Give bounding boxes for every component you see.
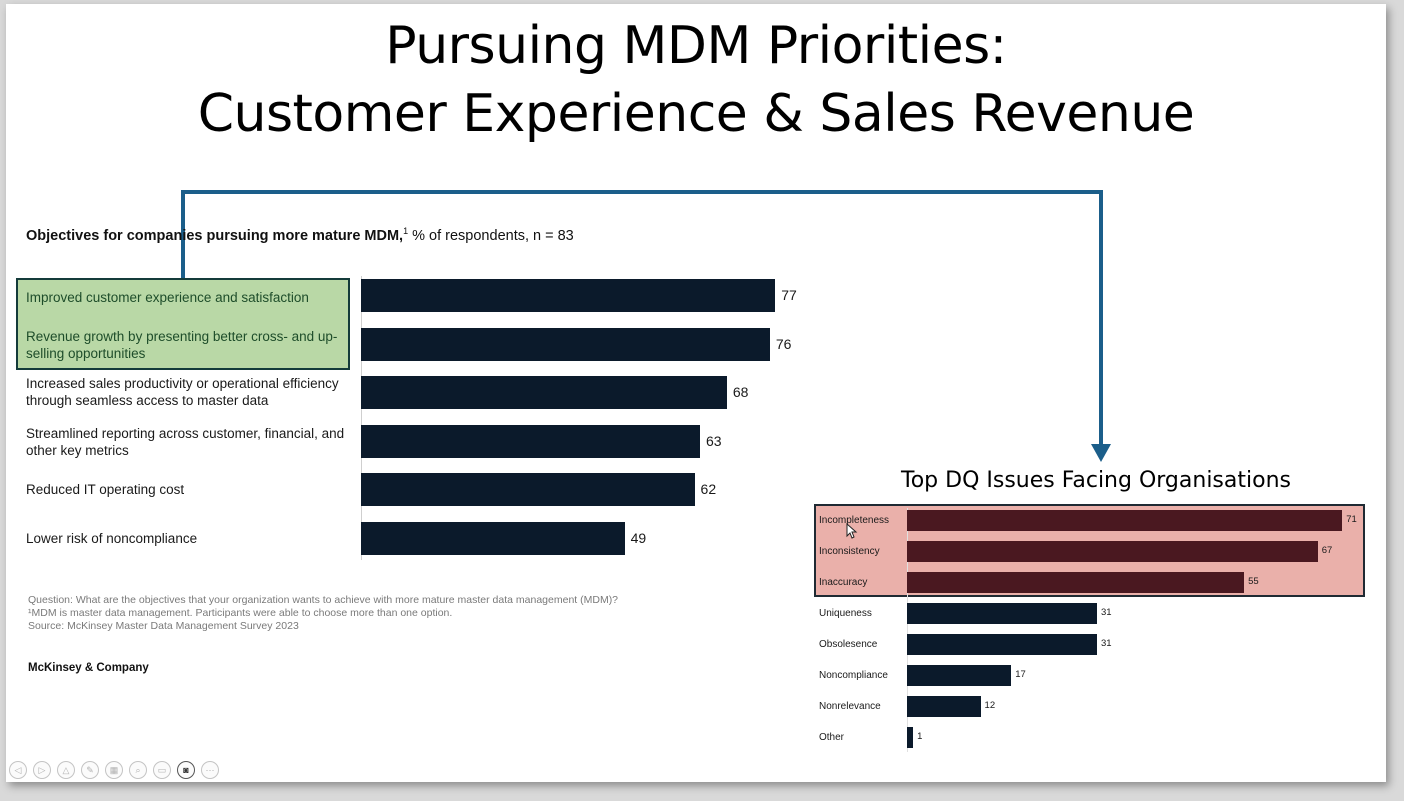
- slide-title-line-2: Customer Experience & Sales Revenue: [197, 84, 1195, 144]
- dq-category-label: Inconsistency: [819, 546, 880, 557]
- dq-category-label: Uniqueness: [819, 608, 872, 619]
- dq-bar: [907, 696, 981, 717]
- objectives-bar: [361, 279, 776, 312]
- mouse-cursor-icon: [846, 523, 858, 539]
- objectives-category-label: Lower risk of noncompliance: [26, 531, 198, 546]
- zoom-icon[interactable]: ⌕: [129, 761, 147, 779]
- dq-value-label: 12: [984, 700, 996, 711]
- footnote-question: Question: What are the objectives that y…: [28, 594, 619, 606]
- dq-bar: [907, 727, 914, 748]
- objectives-category-label: Reduced IT operating cost: [26, 482, 185, 497]
- objectives-bar: [361, 376, 727, 409]
- camera-icon[interactable]: ◙: [177, 761, 195, 779]
- subtitles-icon[interactable]: ▭: [153, 761, 171, 779]
- dq-category-label: Noncompliance: [819, 670, 888, 681]
- connector-horizontal: [181, 190, 1103, 194]
- brand-label: McKinsey & Company: [28, 662, 149, 674]
- objectives-bar: [361, 424, 700, 458]
- dq-category-label: Other: [819, 732, 845, 743]
- pen-icon[interactable]: ✎: [81, 761, 99, 779]
- objectives-bar: [361, 521, 625, 555]
- objectives-bar: [361, 473, 695, 506]
- subtitle-footnote-mark: 1: [403, 226, 409, 236]
- dq-category-label: Inaccuracy: [819, 577, 868, 588]
- highlight-box-green: [16, 278, 350, 370]
- next-icon[interactable]: ▷: [33, 761, 51, 779]
- objectives-bar: [361, 327, 770, 361]
- connector-arrowhead-icon: [1091, 444, 1111, 462]
- dq-category-label: Incompleteness: [819, 515, 890, 526]
- dq-value-label: 67: [1321, 545, 1333, 556]
- objectives-value-label: 76: [775, 335, 792, 352]
- dq-value-label: 55: [1248, 576, 1259, 587]
- footnote-source: Source: McKinsey Master Data Management …: [28, 620, 299, 632]
- presenter-toolbar: ◁ ▷ △ ✎ ▦ ⌕ ▭ ◙ ⋯: [9, 761, 219, 779]
- dq-bar: [907, 572, 1245, 593]
- dq-value-label: 71: [1346, 514, 1357, 525]
- dq-bar: [907, 665, 1012, 686]
- slide-title-line-1: Pursuing MDM Priorities:: [385, 16, 1007, 76]
- pointer-icon[interactable]: △: [57, 761, 75, 779]
- dq-value-label: 1: [917, 731, 923, 742]
- connector-right-vertical: [1099, 190, 1103, 446]
- dq-category-label: Nonrelevance: [819, 701, 881, 712]
- more-icon[interactable]: ⋯: [201, 761, 219, 779]
- dq-axis-line: [907, 508, 908, 752]
- dq-category-label: Obsolesence: [819, 639, 878, 650]
- connector-left-vertical: [181, 190, 185, 278]
- dq-value-label: 31: [1101, 638, 1112, 649]
- dq-bar: [907, 603, 1098, 624]
- objectives-category-label: Revenue growth by presenting better cros…: [26, 329, 338, 361]
- dq-chart-title: Top DQ Issues Facing Organisations: [901, 468, 1291, 493]
- subtitle-rest: % of respondents, n = 83: [408, 227, 574, 244]
- objectives-value-label: 77: [781, 287, 797, 303]
- dq-bar: [907, 634, 1098, 655]
- objectives-axis-line: [361, 276, 362, 560]
- dq-value-label: 17: [1015, 669, 1026, 680]
- objectives-value-label: 63: [705, 432, 722, 449]
- objectives-category-label: Improved customer experience and satisfa…: [26, 290, 309, 305]
- objectives-chart-subtitle: Objectives for companies pursuing more m…: [26, 226, 574, 244]
- objectives-value-label: 49: [630, 529, 647, 546]
- dq-bar: [907, 510, 1343, 531]
- slide: Pursuing MDM Priorities: Customer Experi…: [6, 4, 1386, 782]
- dq-bar: [907, 541, 1318, 562]
- objectives-category-label: Increased sales productivity or operatio…: [26, 376, 339, 408]
- objectives-value-label: 68: [732, 384, 749, 400]
- objectives-value-label: 62: [700, 481, 717, 497]
- objectives-category-label: Streamlined reporting across customer, f…: [26, 426, 345, 458]
- slides-icon[interactable]: ▦: [105, 761, 123, 779]
- subtitle-bold: Objectives for companies pursuing more m…: [26, 227, 404, 244]
- previous-icon[interactable]: ◁: [9, 761, 27, 779]
- footnote-definition: ¹MDM is master data management. Particip…: [28, 607, 453, 619]
- dq-value-label: 31: [1101, 607, 1112, 618]
